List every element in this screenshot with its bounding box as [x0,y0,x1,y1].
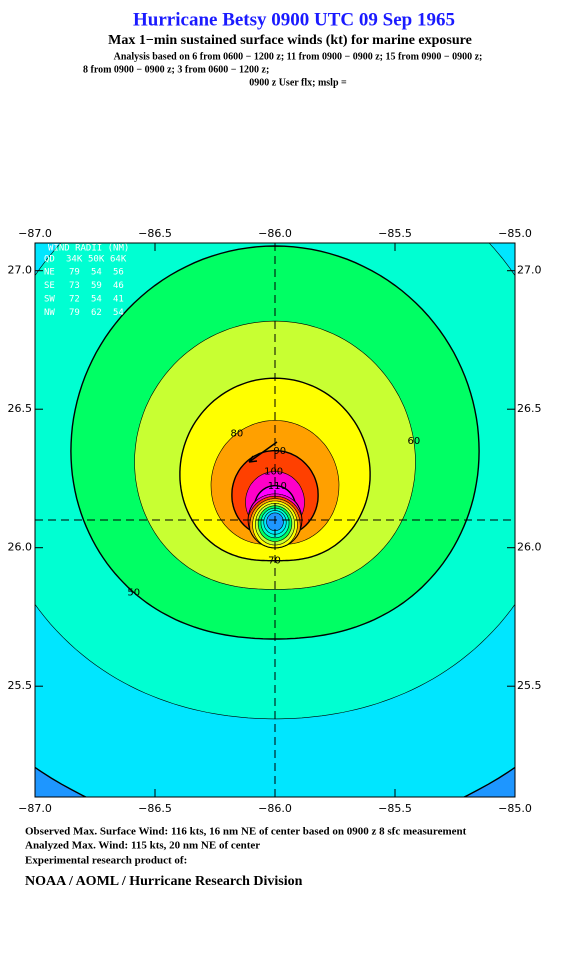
radii-title: WIND RADII (NM) [48,244,129,254]
x-tick-label: −86.5 [138,227,172,240]
contour-label: 80 [230,428,243,439]
x-tick-label: −85.0 [498,802,532,815]
radii-cell: 54 [91,295,102,305]
footer: Experimental research product of: [25,855,187,867]
radii-cell: 41 [113,295,124,305]
radii-cell: 79 [69,308,80,318]
y-tick-label: 25.5 [517,679,542,692]
radii-cell: SW [44,295,55,305]
y-tick-label: 26.5 [517,402,542,415]
x-tick-label: −86.5 [138,802,172,815]
x-tick-label: −85.5 [378,227,412,240]
radii-header: 34K [66,255,83,265]
y-tick-label: 27.0 [8,264,33,277]
note: 0900 z User flx; mslp = [249,77,347,88]
title: Hurricane Betsy 0900 UTC 09 Sep 1965 [133,9,455,30]
radii-cell: NE [44,268,55,278]
contour-label: 110 [268,481,287,492]
contour-label: 60 [407,436,420,447]
credit: NOAA / AOML / Hurricane Research Divisio… [25,874,303,889]
x-tick-label: −87.0 [18,227,52,240]
contour-label: 100 [264,467,283,478]
y-tick-label: 26.5 [8,402,33,415]
radii-cell: NW [44,308,55,318]
max-wind-arrow [248,441,278,463]
x-tick-label: −87.0 [18,802,52,815]
subtitle: Max 1−min sustained surface winds (kt) f… [108,33,472,48]
radii-cell: SE [44,281,55,291]
radii-cell: 62 [91,308,102,318]
radii-cell: 56 [113,268,124,278]
radii-cell: 46 [113,281,124,291]
x-tick-label: −86.0 [258,227,292,240]
footer: Analyzed Max. Wind: 115 kts, 20 nm NE of… [25,840,260,852]
x-tick-label: −85.5 [378,802,412,815]
x-tick-label: −85.0 [498,227,532,240]
contour-label: 50 [127,587,140,598]
radii-header: QD [44,255,55,265]
plot-area: 30405060708090100110 [35,173,515,797]
radii-cell: 54 [91,268,102,278]
y-tick-label: 25.5 [8,679,33,692]
radii-cell: 79 [69,268,80,278]
footer: Observed Max. Surface Wind: 116 kts, 16 … [25,826,467,838]
y-tick-label: 26.0 [517,541,542,554]
contour-label: 90 [273,446,286,457]
y-tick-label: 27.0 [517,264,542,277]
radii-cell: 73 [69,281,80,291]
radii-header: 64K [110,255,127,265]
contour-label: 40 [397,173,410,184]
x-tick-label: −86.0 [258,802,292,815]
radii-cell: 54 [113,308,124,318]
y-tick-label: 26.0 [8,541,33,554]
note: 8 from 0900 − 0900 z; 3 from 0600 − 1200… [83,64,269,75]
radii-cell: 59 [91,281,102,291]
note: Analysis based on 6 from 0600 − 1200 z; … [114,51,483,62]
radii-cell: 72 [69,295,80,305]
radii-header: 50K [88,255,105,265]
